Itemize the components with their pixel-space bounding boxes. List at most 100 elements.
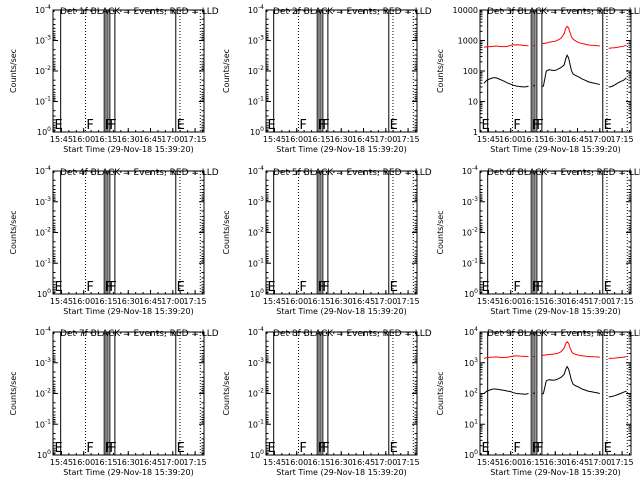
segment-marker: F bbox=[299, 280, 306, 295]
plot-frame bbox=[52, 170, 205, 295]
x-axis-label: Start Time (29-Nov-18 15:39:20) bbox=[490, 468, 620, 477]
plot-frame bbox=[265, 170, 418, 295]
x-axis-label: Start Time (29-Nov-18 15:39:20) bbox=[276, 145, 406, 154]
panel-title: Det 2f BLACK = Events, RED = LLD bbox=[273, 7, 432, 17]
y-tick-label: 10-3 bbox=[248, 357, 264, 368]
plot-frame bbox=[265, 9, 418, 133]
segment-marker: E bbox=[390, 118, 398, 133]
x-tick-label: 16:00 bbox=[72, 458, 95, 467]
y-axis-label: Counts/sec bbox=[222, 371, 231, 415]
y-tick-label: 103 bbox=[464, 357, 478, 368]
segment-marker: F bbox=[513, 280, 520, 295]
series-line bbox=[483, 355, 529, 359]
y-tick-label: 10-3 bbox=[35, 196, 51, 207]
plot-frame bbox=[52, 9, 205, 133]
y-axis-label: Counts/sec bbox=[9, 371, 18, 415]
segment-marker: E bbox=[267, 118, 275, 133]
x-axis: 15:45 16:00 16:15 16:30 16:45 17:00 17:15 bbox=[263, 332, 420, 467]
series-line bbox=[541, 365, 600, 395]
panel-title: Det 4f BLACK = Events, RED = LLD bbox=[60, 168, 219, 178]
x-tick-label: 15:45 bbox=[477, 458, 500, 467]
x-tick-label: 16:30 bbox=[330, 135, 353, 144]
x-tick-label: 15:45 bbox=[263, 297, 286, 306]
x-tick-label: 17:00 bbox=[374, 135, 397, 144]
y-tick-label: 10-4 bbox=[35, 165, 51, 176]
x-tick-label: 15:45 bbox=[263, 458, 286, 467]
segment-marker: E bbox=[604, 118, 612, 133]
x-axis: 15:45 16:00 16:15 16:30 16:45 17:00 17:15 bbox=[50, 10, 207, 144]
segment-marker: F bbox=[536, 280, 543, 295]
x-tick-label: 17:00 bbox=[161, 458, 184, 467]
segment-marker: F bbox=[109, 441, 116, 456]
x-tick-label: 15:45 bbox=[50, 458, 73, 467]
series-line bbox=[608, 356, 627, 359]
x-tick-label: 16:15 bbox=[307, 135, 330, 144]
segment-marker: F bbox=[322, 280, 329, 295]
y-tick-label: 100 bbox=[250, 288, 264, 299]
plot-frame bbox=[479, 170, 632, 295]
x-axis: 15:45 16:00 16:15 16:30 16:45 17:00 17:15 bbox=[477, 10, 634, 144]
y-tick-label: 10000 bbox=[453, 6, 478, 15]
y-tick-label: 10 bbox=[468, 98, 478, 107]
y-tick-label: 10-2 bbox=[462, 227, 478, 238]
panel-title: Det 3f BLACK = Events, RED = LLD bbox=[487, 7, 640, 17]
x-tick-label: 17:00 bbox=[588, 458, 611, 467]
y-tick-label: 101 bbox=[464, 418, 478, 429]
y-axis: 1 10 100 1000 10000 bbox=[453, 6, 631, 137]
x-tick-label: 15:45 bbox=[477, 297, 500, 306]
x-tick-label: 16:30 bbox=[544, 135, 567, 144]
x-axis: 15:45 16:00 16:15 16:30 16:45 17:00 17:15 bbox=[263, 171, 420, 306]
x-tick-label: 16:45 bbox=[139, 135, 162, 144]
x-tick-label: 16:00 bbox=[72, 297, 95, 306]
x-tick-label: 16:00 bbox=[499, 458, 522, 467]
segment-marker: E bbox=[177, 441, 185, 456]
x-tick-label: 17:00 bbox=[161, 297, 184, 306]
events-series bbox=[483, 365, 627, 398]
y-axis: 100 10-1 10-2 10-3 10-4 bbox=[248, 4, 417, 137]
x-tick-label: 15:45 bbox=[50, 135, 73, 144]
panel-title: Det 1f BLACK = Events, RED = LLD bbox=[60, 7, 219, 17]
segment-marker: F bbox=[513, 441, 520, 456]
segment-marker: E bbox=[54, 280, 62, 295]
x-tick-label: 17:15 bbox=[611, 458, 634, 467]
x-axis-label: Start Time (29-Nov-18 15:39:20) bbox=[490, 307, 620, 316]
series-line bbox=[541, 54, 600, 88]
y-tick-label: 10-1 bbox=[35, 96, 51, 107]
x-tick-label: 16:00 bbox=[499, 135, 522, 144]
segment-marker: E bbox=[267, 280, 275, 295]
x-tick-label: 17:00 bbox=[374, 458, 397, 467]
segment-marker: F bbox=[536, 118, 543, 133]
segment-marker: E bbox=[267, 441, 275, 456]
y-tick-label: 102 bbox=[464, 388, 478, 399]
segment-marker: E bbox=[481, 441, 489, 456]
x-tick-label: 16:45 bbox=[139, 458, 162, 467]
segment-marker: E bbox=[481, 118, 489, 133]
segment-marker: F bbox=[105, 441, 112, 456]
y-tick-label: 100 bbox=[37, 288, 51, 299]
y-tick-label: 10-3 bbox=[248, 196, 264, 207]
y-tick-label: 10-2 bbox=[35, 65, 51, 76]
events-series bbox=[483, 54, 627, 88]
x-tick-label: 16:00 bbox=[72, 135, 95, 144]
segment-marker: F bbox=[109, 118, 116, 133]
y-axis: 100 10-1 10-2 10-3 10-4 bbox=[35, 326, 204, 460]
y-tick-label: 100 bbox=[37, 126, 51, 137]
segment-marker: F bbox=[86, 280, 93, 295]
segment-marker: F bbox=[318, 118, 325, 133]
x-tick-label: 16:15 bbox=[307, 458, 330, 467]
segment-marker: F bbox=[532, 280, 539, 295]
x-tick-label: 17:00 bbox=[588, 135, 611, 144]
segment-marker: F bbox=[322, 118, 329, 133]
y-tick-label: 100 bbox=[37, 449, 51, 460]
x-tick-label: 16:15 bbox=[94, 458, 117, 467]
x-tick-label: 16:00 bbox=[499, 297, 522, 306]
y-tick-label: 10-4 bbox=[248, 165, 264, 176]
x-axis-label: Start Time (29-Nov-18 15:39:20) bbox=[276, 468, 406, 477]
y-tick-label: 10-1 bbox=[35, 418, 51, 429]
y-axis-label: Counts/sec bbox=[436, 371, 445, 415]
y-axis: 100 101 102 103 104 bbox=[464, 326, 631, 460]
